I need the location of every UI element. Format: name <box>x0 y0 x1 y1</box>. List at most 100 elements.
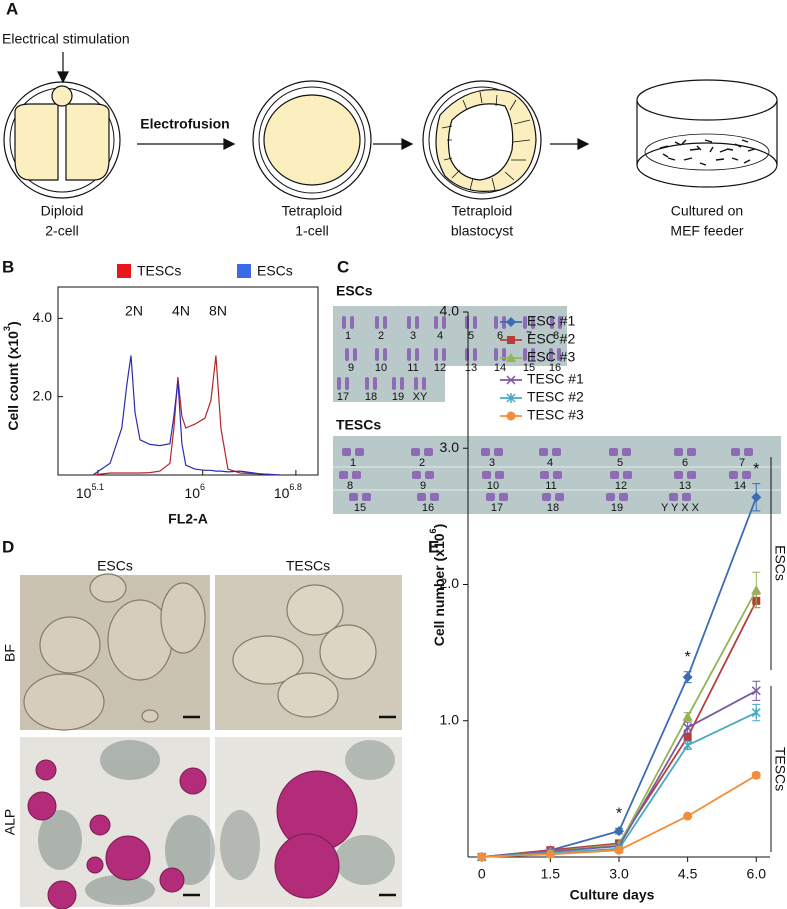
chromosome <box>555 493 564 501</box>
legend-label: ESC #3 <box>527 349 575 365</box>
marker <box>683 733 692 742</box>
chromosome <box>355 448 364 456</box>
chromosome <box>430 493 439 501</box>
chromosome <box>473 316 477 329</box>
y-tick-label: 4.0 <box>440 303 460 319</box>
chromosome <box>494 316 498 329</box>
x-tick-label-sup: 6.8 <box>289 482 302 492</box>
chromosome <box>523 348 527 361</box>
x-tick-label-text: 10 <box>274 485 290 501</box>
marker <box>506 317 516 327</box>
chromosome <box>669 493 678 501</box>
marker <box>683 740 693 751</box>
chromosome-number: 18 <box>365 391 377 403</box>
chromosome-number: 19 <box>392 391 404 403</box>
marker <box>682 711 693 721</box>
x-tick-label-text: 10 <box>76 485 92 501</box>
chromosome <box>495 471 504 479</box>
stage-label: 2-cell <box>45 223 78 239</box>
chromosome <box>619 493 628 501</box>
chromosome <box>473 348 477 361</box>
stage-label: Tetraploid <box>282 203 343 219</box>
chromosome <box>342 448 351 456</box>
chromosome <box>345 377 349 390</box>
x-tick-label: 1.5 <box>541 866 561 882</box>
chromosome-number: 6 <box>682 457 688 469</box>
chromosome <box>411 448 420 456</box>
marker <box>506 375 516 385</box>
annotation: 2N <box>125 303 143 319</box>
karyotype-image <box>333 306 567 402</box>
chromosome <box>383 316 387 329</box>
y-tick-label: 3.0 <box>440 439 460 455</box>
group-label: ESCs <box>772 545 787 581</box>
chromosome <box>414 377 418 390</box>
chromosome-number: 13 <box>679 480 691 492</box>
y-tick-label: 1.0 <box>440 711 460 727</box>
panel-letter: A <box>6 0 18 18</box>
chromosome-number: 6 <box>497 330 503 342</box>
x-tick-label-sup: 6 <box>200 482 205 492</box>
marker <box>477 852 487 862</box>
marker <box>751 492 762 503</box>
legend-label: TESC #2 <box>527 389 584 405</box>
marker <box>751 686 761 696</box>
y-axis-label-sup: 6 <box>428 528 438 533</box>
chromosome-number: 10 <box>487 480 499 492</box>
chromosome <box>550 316 554 329</box>
legend-label: TESCs <box>137 263 181 279</box>
chromosome <box>342 316 346 329</box>
chromosome <box>392 377 396 390</box>
chromosome-number: 15 <box>523 362 535 374</box>
annotation: 4N <box>172 303 190 319</box>
chromosome <box>417 493 426 501</box>
chromosome <box>549 348 553 361</box>
x-tick-label: 3.0 <box>609 866 629 882</box>
chromosome <box>523 316 527 329</box>
chromosome <box>542 493 551 501</box>
chromosome <box>422 377 426 390</box>
chromosome <box>606 493 615 501</box>
significance-mark: * <box>616 806 622 823</box>
chromosome-number: 3 <box>410 330 416 342</box>
histogram-line <box>92 355 280 476</box>
marker <box>506 353 516 362</box>
chromosome <box>553 471 562 479</box>
chromosome <box>486 493 495 501</box>
chromosome <box>499 493 508 501</box>
chromosome-number: 8 <box>347 480 353 492</box>
chromosome-number: 5 <box>617 457 623 469</box>
chromosome-number: 17 <box>337 391 349 403</box>
marker <box>507 336 515 344</box>
chromosome-number: 1 <box>345 330 351 342</box>
marker <box>506 393 516 403</box>
x-axis-label: FL2-A <box>168 511 208 527</box>
chromosome <box>434 348 438 361</box>
chromosome <box>610 471 619 479</box>
chromosome-number: 1 <box>350 457 356 469</box>
panel-letter: C <box>337 257 349 276</box>
chromosome-number: 18 <box>547 502 559 514</box>
chromosome-number: 16 <box>549 362 561 374</box>
chromosome <box>494 348 498 361</box>
chromosome-number: 4 <box>437 330 443 342</box>
y-axis-label-text: Cell number (x10 <box>431 533 447 646</box>
chromosome <box>373 377 377 390</box>
annotation: 8N <box>209 303 227 319</box>
legend-swatch <box>237 264 251 278</box>
legend-label: ESC #2 <box>527 331 575 347</box>
y-tick-label: 2.0 <box>440 575 460 591</box>
chromosome <box>362 493 371 501</box>
histogram-line <box>92 355 280 476</box>
stage-label: Diploid <box>41 203 84 219</box>
stimulus-label: Electrical stimulation <box>2 31 130 47</box>
x-tick-label: 106.8 <box>274 482 302 500</box>
chromosome-number: 2 <box>419 457 425 469</box>
x-tick-label: 106 <box>184 482 205 500</box>
chromosome-number: 2 <box>378 330 384 342</box>
chromosome <box>424 448 433 456</box>
chromosome-number: 12 <box>434 362 446 374</box>
chromosome <box>494 448 503 456</box>
